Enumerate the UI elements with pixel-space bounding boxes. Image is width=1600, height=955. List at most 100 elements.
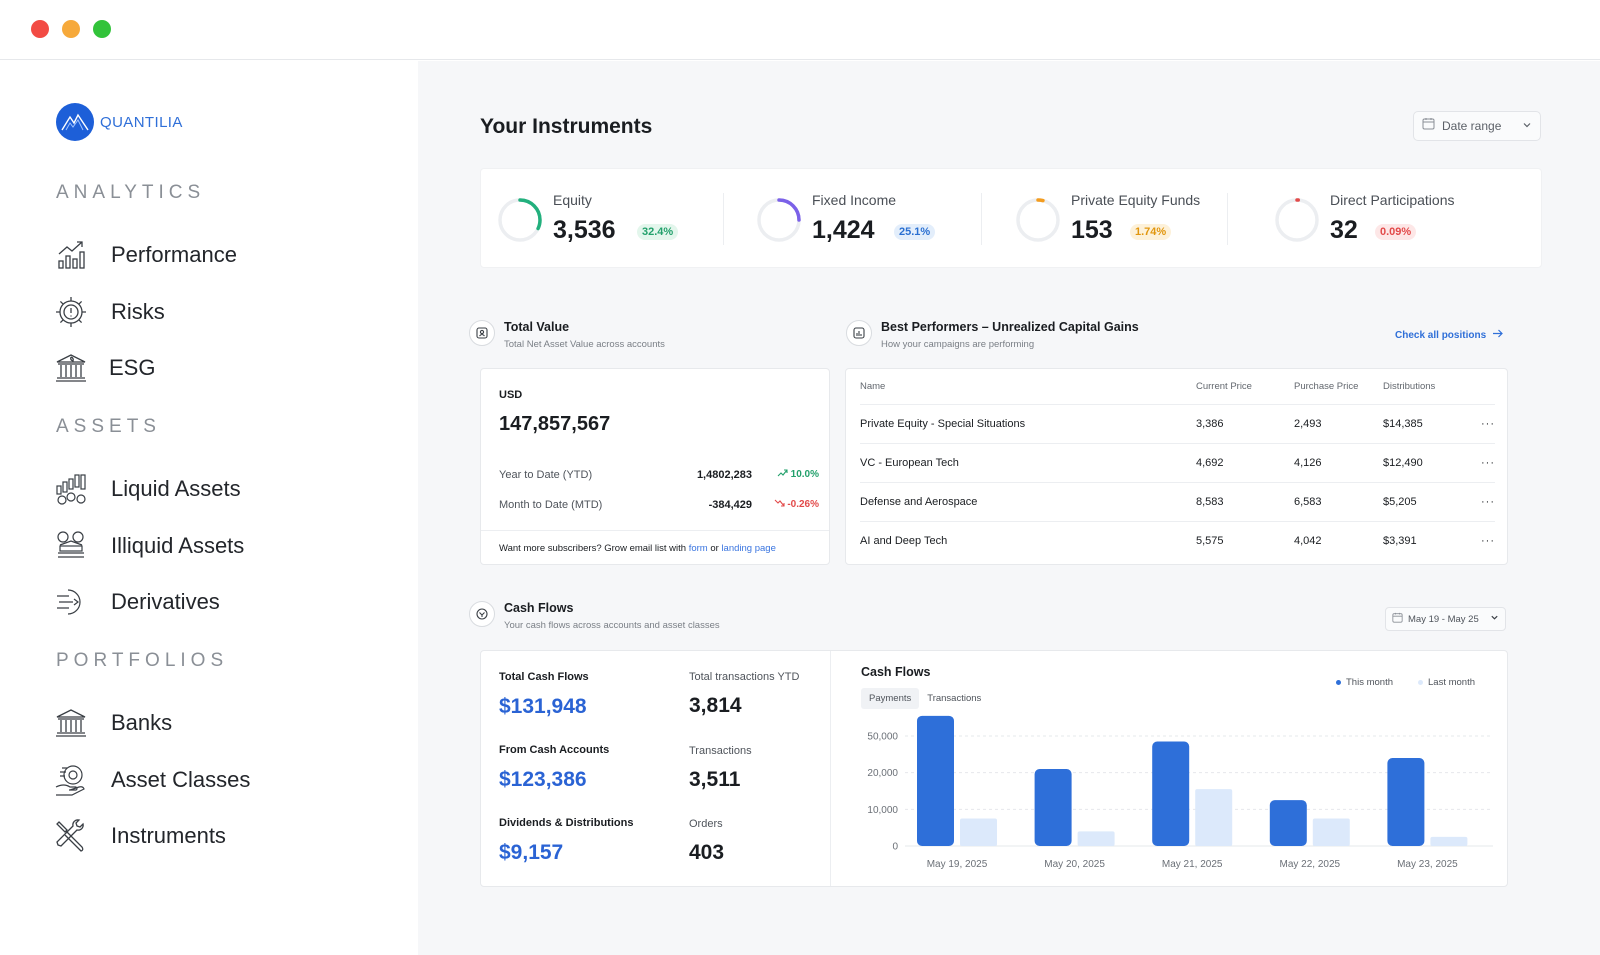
bar-last-month[interactable] bbox=[1430, 836, 1468, 846]
bar-this-month[interactable] bbox=[1152, 741, 1190, 847]
more-options-icon[interactable]: ··· bbox=[1481, 534, 1495, 547]
section-title-analytics: ANALYTICS bbox=[56, 182, 206, 203]
date-range-select[interactable]: Date range bbox=[1413, 111, 1541, 141]
minimize-window-button[interactable] bbox=[62, 20, 80, 38]
sidebar-item-illiquid-assets[interactable]: Illiquid Assets bbox=[54, 526, 244, 566]
bar-last-month[interactable] bbox=[1077, 831, 1115, 846]
col-distributions[interactable]: Distributions bbox=[1383, 369, 1463, 405]
sidebar-item-performance[interactable]: Performance bbox=[54, 235, 237, 275]
private-equity-progress-ring bbox=[1016, 198, 1060, 242]
cash-flows-card: Total Cash Flows $131,948 Total transact… bbox=[480, 650, 1508, 887]
logo-text: QUANTILIA bbox=[100, 113, 183, 131]
col-purchase-price[interactable]: Purchase Price bbox=[1294, 369, 1383, 405]
sidebar-item-derivatives[interactable]: Derivatives bbox=[54, 582, 220, 622]
divider bbox=[981, 193, 982, 245]
sidebar-item-risks[interactable]: Risks bbox=[54, 292, 165, 332]
legend-this-month[interactable]: This month bbox=[1336, 677, 1393, 688]
metric-value: 403 bbox=[689, 841, 725, 864]
sidebar-item-label: ESG bbox=[109, 355, 156, 380]
bar-this-month[interactable] bbox=[1387, 758, 1425, 846]
row-current: 4,692 bbox=[1196, 443, 1294, 483]
stat-value: 32 bbox=[1330, 216, 1358, 244]
check-all-positions-link[interactable]: Check all positions bbox=[1395, 329, 1503, 341]
chart-tabs: Payments Transactions bbox=[861, 688, 989, 709]
row-purchase: 6,583 bbox=[1294, 482, 1383, 522]
row-name: VC - European Tech bbox=[860, 443, 1196, 483]
metric-value: $9,157 bbox=[499, 841, 564, 864]
col-actions bbox=[1463, 369, 1495, 405]
ring-track bbox=[1016, 198, 1060, 242]
chart-box-icon bbox=[846, 320, 872, 346]
col-current-price[interactable]: Current Price bbox=[1196, 369, 1294, 405]
more-options-icon[interactable]: ··· bbox=[1463, 443, 1495, 483]
risk-gear-icon bbox=[54, 295, 88, 329]
bar-this-month[interactable] bbox=[1034, 769, 1072, 846]
sidebar-item-label: Banks bbox=[111, 710, 173, 735]
cash-flow-icon bbox=[469, 601, 495, 627]
metric-value: 3,814 bbox=[689, 694, 742, 717]
bar-last-month[interactable] bbox=[960, 818, 997, 847]
sidebar-item-instruments[interactable]: Instruments bbox=[54, 816, 226, 856]
ring-progress bbox=[1275, 198, 1319, 242]
row-distributions: $5,205 bbox=[1383, 482, 1463, 522]
row-name: AI and Deep Tech bbox=[860, 534, 948, 547]
section-title-assets: ASSETS bbox=[56, 416, 161, 437]
illiquid-assets-icon bbox=[54, 529, 88, 563]
sidebar-item-label: Liquid Assets bbox=[111, 476, 241, 501]
ring-progress bbox=[1016, 198, 1060, 242]
more-options-icon[interactable]: ··· bbox=[1463, 482, 1495, 522]
ring-progress bbox=[498, 198, 542, 242]
cash-flows-date-range-select[interactable]: May 19 - May 25 bbox=[1385, 607, 1506, 631]
window-titlebar bbox=[0, 0, 1600, 60]
check-all-positions-label: Check all positions bbox=[1395, 329, 1487, 341]
table-row[interactable]: Defense and Aerospace 8,583 6,583 $5,205… bbox=[860, 482, 1495, 522]
sidebar-item-liquid-assets[interactable]: Liquid Assets bbox=[54, 469, 241, 509]
app-logo[interactable]: QUANTILIA bbox=[56, 103, 183, 141]
page-title: Your Instruments bbox=[480, 115, 653, 138]
calendar-icon bbox=[1392, 612, 1403, 626]
sidebar-item-label: Illiquid Assets bbox=[111, 533, 245, 558]
row-current: 3,386 bbox=[1196, 404, 1294, 444]
more-options-icon[interactable]: ··· bbox=[1463, 404, 1495, 444]
asset-classes-icon bbox=[54, 763, 88, 797]
ytd-delta: 10.0% bbox=[777, 469, 819, 480]
mtd-row: Month to Date (MTD) -384,429 -0.26% bbox=[499, 499, 819, 511]
table-row[interactable]: Private Equity - Special Situations 3,38… bbox=[860, 404, 1495, 444]
stat-change-badge: 1.74% bbox=[1130, 224, 1172, 240]
row-name: Defense and Aerospace bbox=[860, 482, 1196, 522]
sidebar-item-label: Instruments bbox=[111, 823, 226, 848]
col-name[interactable]: Name bbox=[860, 369, 1196, 405]
bar-this-month[interactable] bbox=[1269, 800, 1307, 846]
sidebar-item-label: Asset Classes bbox=[111, 767, 251, 792]
tab-transactions[interactable]: Transactions bbox=[927, 693, 982, 704]
subscribers-footer: Want more subscribers? Grow email list w… bbox=[481, 530, 829, 566]
table-row[interactable]: AI and Deep Tech 5,575 4,042 $3,391 ··· bbox=[860, 521, 1495, 560]
cash-flows-subtitle: Your cash flows across accounts and asse… bbox=[504, 620, 720, 631]
row-distributions: $3,391 bbox=[1383, 534, 1417, 547]
trend-up-icon bbox=[777, 469, 788, 477]
legend-last-month[interactable]: Last month bbox=[1418, 677, 1475, 688]
table-row[interactable]: VC - European Tech 4,692 4,126 $12,490 ·… bbox=[860, 443, 1495, 483]
tab-payments[interactable]: Payments bbox=[861, 688, 920, 709]
bar-last-month[interactable] bbox=[1195, 789, 1233, 846]
stat-change-badge: 0.09% bbox=[1375, 224, 1417, 240]
maximize-window-button[interactable] bbox=[93, 20, 111, 38]
metric-label: Dividends & Distributions bbox=[499, 817, 634, 829]
total-value-header: Total Value Total Net Asset Value across… bbox=[469, 320, 665, 350]
bar-last-month[interactable] bbox=[1312, 818, 1350, 847]
stat-name: Fixed Income bbox=[812, 192, 897, 208]
legend-swatch bbox=[1418, 680, 1423, 685]
stat-name: Equity bbox=[553, 192, 592, 208]
bar-this-month[interactable] bbox=[917, 715, 954, 846]
best-performers-card: Name Current Price Purchase Price Distri… bbox=[845, 368, 1508, 565]
stat-value: 153 bbox=[1071, 216, 1113, 244]
row-purchase: 4,126 bbox=[1294, 443, 1383, 483]
sidebar-item-asset-classes[interactable]: Asset Classes bbox=[54, 760, 250, 800]
sidebar-item-esg[interactable]: ESG bbox=[54, 348, 155, 388]
close-window-button[interactable] bbox=[31, 20, 49, 38]
form-link[interactable]: form bbox=[688, 543, 708, 554]
y-tick-label: 10,000 bbox=[867, 805, 898, 816]
best-performers-table: Name Current Price Purchase Price Distri… bbox=[860, 369, 1495, 560]
sidebar-item-banks[interactable]: Banks bbox=[54, 703, 172, 743]
landing-page-link[interactable]: landing page bbox=[721, 543, 776, 554]
